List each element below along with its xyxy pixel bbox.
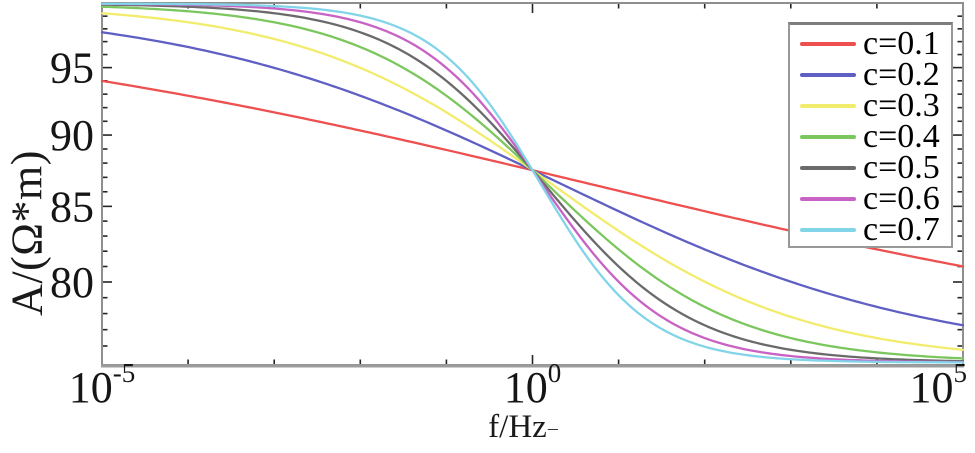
legend: c=0.1 c=0.2 c=0.3 c=0.4 c=0.5 c=0.6 c=0.7 <box>788 22 953 248</box>
legend-line-swatch <box>800 72 856 77</box>
legend-entry-3: c=0.3 <box>800 86 951 124</box>
y-tick-label: 85 <box>50 182 94 231</box>
legend-label: c=0.1 <box>863 24 940 62</box>
series-line-cc0.7 <box>100 2 965 364</box>
legend-line-swatch <box>800 103 856 108</box>
x-axis-title: f/Hz– <box>488 409 558 445</box>
legend-entry-7: c=0.7 <box>800 210 951 248</box>
legend-line-swatch <box>800 41 856 46</box>
legend-entry-1: c=0.1 <box>800 24 951 62</box>
x-tick-label: 105 <box>910 358 968 412</box>
y-axis-title: A/(Ω*m) <box>2 150 52 316</box>
legend-line-swatch <box>800 165 856 170</box>
y-tick-label: 90 <box>50 111 94 160</box>
x-axis-title-suffix: – <box>547 417 558 439</box>
x-axis-title-text: f/Hz <box>488 409 547 445</box>
legend-entry-2: c=0.2 <box>800 55 951 93</box>
y-tick-label: 80 <box>50 258 94 307</box>
legend-entry-6: c=0.6 <box>800 179 951 217</box>
legend-line-swatch <box>800 134 856 139</box>
legend-entry-5: c=0.5 <box>800 148 951 186</box>
legend-label: c=0.6 <box>863 179 940 217</box>
x-tick-label: 10-5 <box>69 358 136 412</box>
legend-label: c=0.3 <box>863 86 940 124</box>
legend-label: c=0.4 <box>863 117 940 155</box>
legend-entry-4: c=0.4 <box>800 117 951 155</box>
legend-line-swatch <box>800 227 856 232</box>
x-tick-label: 100 <box>504 358 562 412</box>
legend-label: c=0.2 <box>863 55 940 93</box>
legend-line-swatch <box>800 196 856 201</box>
legend-label: c=0.7 <box>863 210 940 248</box>
y-tick-label: 95 <box>50 44 94 93</box>
legend-label: c=0.5 <box>863 148 940 186</box>
